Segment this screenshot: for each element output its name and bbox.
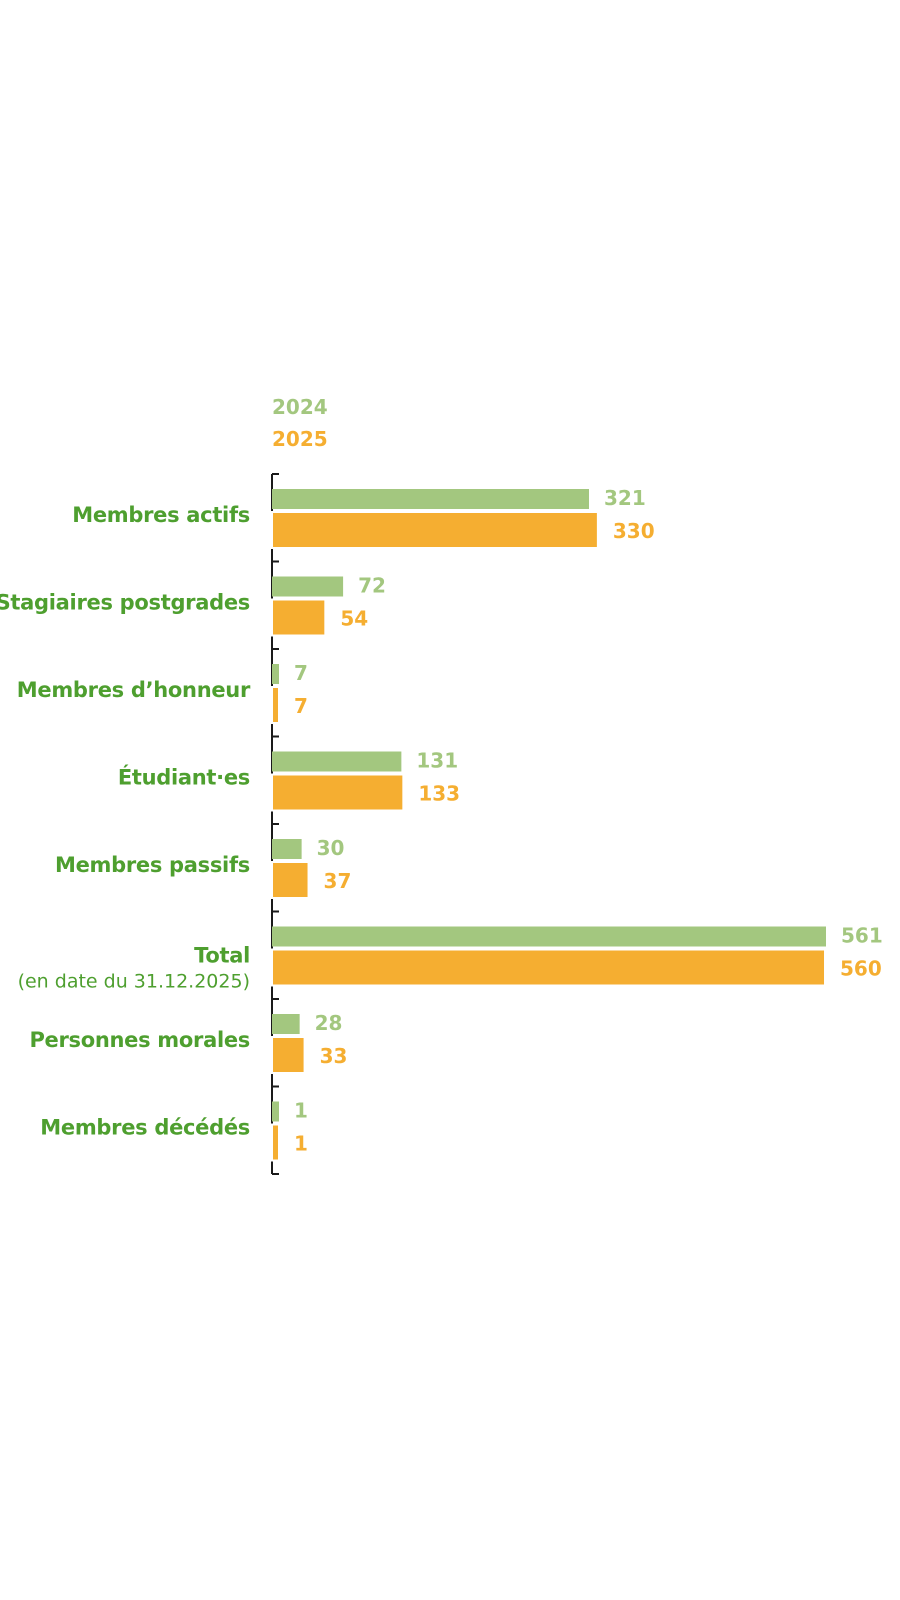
category-label: Personnes morales [29, 1028, 250, 1052]
value-label-2025: 37 [324, 869, 352, 893]
value-label-2025: 330 [613, 519, 655, 543]
bar-2024 [272, 576, 344, 597]
bar-2025 [271, 686, 280, 724]
bar-2025 [271, 1123, 280, 1162]
bar-2025 [271, 948, 827, 987]
bar-2025 [271, 1036, 306, 1074]
value-label-2024: 28 [315, 1011, 343, 1035]
bar-2025 [271, 773, 405, 812]
bar-2024 [272, 489, 589, 509]
legend-2025: 2025 [272, 427, 328, 451]
category-label: Total [194, 944, 250, 968]
category-label: Étudiant·es [118, 765, 250, 790]
bar-2024 [272, 664, 279, 684]
bar-2024 [272, 1014, 300, 1034]
value-label-2024: 72 [358, 574, 386, 598]
bar-2025 [271, 511, 599, 549]
value-label-2025: 1 [294, 1132, 308, 1156]
bar-2024 [272, 926, 826, 947]
category-label: Membres décédés [40, 1116, 250, 1140]
bar-2024 [272, 839, 302, 859]
value-label-2024: 321 [604, 486, 646, 510]
value-label-2025: 7 [294, 694, 308, 718]
value-label-2024: 131 [416, 749, 458, 773]
category-label: Membres d’honneur [17, 678, 251, 702]
value-label-2024: 7 [294, 661, 308, 685]
value-label-2024: 1 [294, 1099, 308, 1123]
category-label: Membres passifs [55, 853, 250, 877]
value-label-2025: 33 [320, 1044, 348, 1068]
bar-2024 [272, 1101, 279, 1122]
value-label-2025: 560 [840, 957, 882, 981]
value-label-2025: 54 [340, 607, 368, 631]
value-label-2024: 30 [317, 836, 345, 860]
value-label-2024: 561 [841, 924, 883, 948]
category-label: Stagiaires postgrades [0, 591, 250, 615]
bar-2024 [272, 751, 402, 772]
category-note: (en date du 31.12.2025) [18, 971, 250, 993]
category-label: Membres actifs [72, 503, 250, 527]
bar-2025 [271, 598, 327, 637]
bar-2025 [271, 861, 310, 899]
legend-2024: 2024 [272, 395, 328, 419]
value-label-2025: 133 [418, 782, 460, 806]
